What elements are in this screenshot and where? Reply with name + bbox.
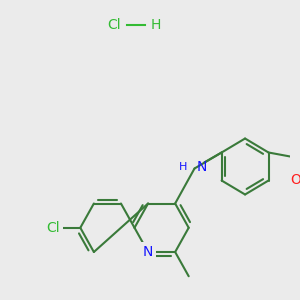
Text: N: N <box>196 160 207 173</box>
Text: Cl: Cl <box>107 18 121 32</box>
Text: Cl: Cl <box>46 221 60 235</box>
Text: O: O <box>290 172 300 187</box>
Text: H: H <box>151 18 161 32</box>
Text: H: H <box>178 161 187 172</box>
Text: N: N <box>143 245 153 259</box>
